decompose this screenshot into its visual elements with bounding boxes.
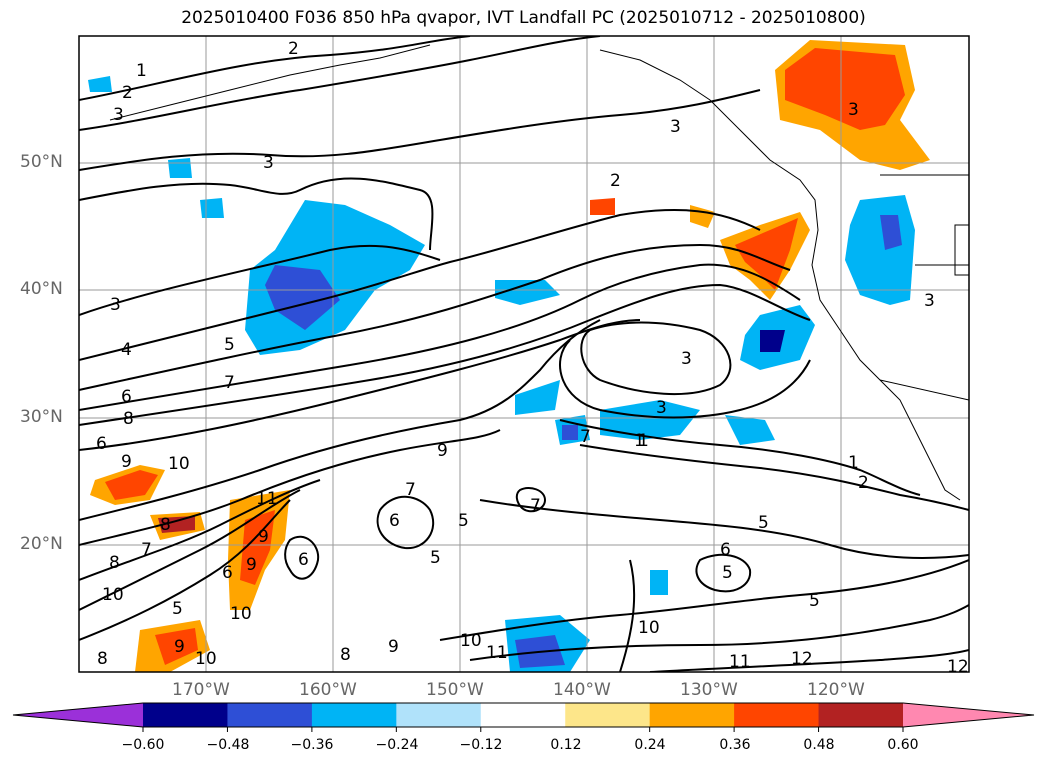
contour-label: 5 [758, 513, 769, 533]
plot-title: 2025010400 F036 850 hPa qvapor, IVT Land… [181, 8, 866, 28]
contour-label: 7 [405, 480, 416, 500]
contour-label: 5 [809, 591, 820, 611]
colorbar-tick-label: 0.24 [634, 737, 666, 753]
contour-label: 8 [160, 515, 171, 535]
colorbar [12, 702, 1035, 732]
contour-label: 10 [230, 604, 252, 624]
gridlines [79, 36, 969, 672]
contour-label: 5 [430, 548, 441, 568]
contour-label: 2 [122, 83, 133, 103]
contour-label: 5 [224, 335, 235, 355]
contour-label: 10 [195, 649, 217, 669]
colorbar-segment [818, 703, 904, 727]
lat-label: 50°N [20, 152, 63, 172]
contour-label: 9 [174, 637, 185, 657]
contour-label: 3 [656, 398, 667, 418]
contour-label: 1 [638, 431, 649, 451]
contour-label: 8 [123, 409, 134, 429]
contour-label: 10 [460, 631, 482, 651]
contour-label: 9 [388, 637, 399, 657]
contour-label: 6 [96, 434, 107, 454]
contour-label: 9 [437, 441, 448, 461]
colorbar-tick-label: 0.12 [550, 737, 582, 753]
contour-label: 10 [102, 585, 124, 605]
colorbar-tick-label: 0.60 [887, 737, 919, 753]
colorbar-segment [396, 703, 482, 727]
contour-label: 2 [288, 39, 299, 59]
contour-label: 7 [141, 540, 152, 560]
lon-label: 160°W [299, 680, 357, 700]
colorbar-segment [227, 703, 313, 727]
contour-label: 2 [610, 171, 621, 191]
contour-label: 7 [224, 373, 235, 393]
contour-labels: 1 2 3 2 3 3 2 3 4 5 7 6 8 6 9 10 11 8 9 … [96, 39, 969, 677]
contour-label: 8 [340, 645, 351, 665]
colorbar-tick-label: −0.36 [290, 737, 334, 753]
contour-label: 6 [121, 387, 132, 407]
lat-label: 20°N [20, 534, 63, 554]
colorbar-segment [649, 703, 735, 727]
colorbar-segment [311, 703, 397, 727]
contour-label: 10 [168, 454, 190, 474]
contour-label: 5 [458, 511, 469, 531]
colorbar-segment [480, 703, 566, 727]
colorbar-tick-label: −0.12 [459, 737, 503, 753]
contour-label: 5 [722, 563, 733, 583]
contour-label: 5 [172, 599, 183, 619]
contour-label: 8 [97, 649, 108, 669]
contour-label: 6 [222, 563, 233, 583]
contour-label: 11 [729, 652, 751, 672]
contour-label: 9 [246, 555, 257, 575]
lon-label: 150°W [426, 680, 484, 700]
ivt-contours [79, 36, 969, 672]
contour-label: 3 [263, 153, 274, 173]
map-plot: 1 2 3 2 3 3 2 3 4 5 7 6 8 6 9 10 11 8 9 … [78, 35, 970, 677]
colorbar-segment [565, 703, 651, 727]
lat-label: 30°N [20, 407, 63, 427]
contour-label: 3 [848, 100, 859, 120]
contour-label: 1 [634, 431, 645, 451]
shaded-regions [88, 40, 930, 672]
contour-label: 2 [858, 473, 869, 493]
contour-label: 1 [136, 61, 147, 81]
colorbar-tick-label: −0.60 [121, 737, 165, 753]
lon-label: 120°W [807, 680, 865, 700]
contour-label: 3 [113, 105, 124, 125]
contour-label: 6 [298, 550, 309, 570]
contour-label: 8 [109, 553, 120, 573]
contour-label: 4 [121, 340, 132, 360]
lon-label: 130°W [680, 680, 738, 700]
colorbar-extend-max [903, 703, 1034, 727]
lon-label: 140°W [553, 680, 611, 700]
colorbar-extend-min [13, 703, 143, 727]
colorbar-tick-label: −0.24 [375, 737, 419, 753]
colorbar-tick-label: 0.36 [719, 737, 751, 753]
contour-label: 11 [486, 643, 508, 663]
contour-label: 6 [389, 511, 400, 531]
contour-label: 9 [121, 452, 132, 472]
colorbar-segment [143, 703, 228, 727]
contour-label: 10 [638, 618, 660, 638]
contour-label: 3 [110, 295, 121, 315]
contour-label: 11 [256, 489, 278, 509]
contour-label: 3 [681, 349, 692, 369]
contour-label: 1 [848, 453, 859, 473]
colorbar-segment [734, 703, 820, 727]
lat-label: 40°N [20, 279, 63, 299]
lon-label: 170°W [172, 680, 230, 700]
contour-label: 6 [720, 540, 731, 560]
contour-label: 7 [530, 496, 541, 516]
contour-label: 3 [670, 117, 681, 137]
contour-label: 3 [924, 291, 935, 311]
contour-label: 12 [791, 649, 813, 669]
contour-label: 9 [258, 527, 269, 547]
coastlines [109, 44, 969, 501]
contour-label: 12 [947, 657, 969, 677]
colorbar-tick-label: −0.48 [206, 737, 250, 753]
colorbar-tick-label: 0.48 [803, 737, 835, 753]
contour-label: 7 [580, 427, 591, 447]
